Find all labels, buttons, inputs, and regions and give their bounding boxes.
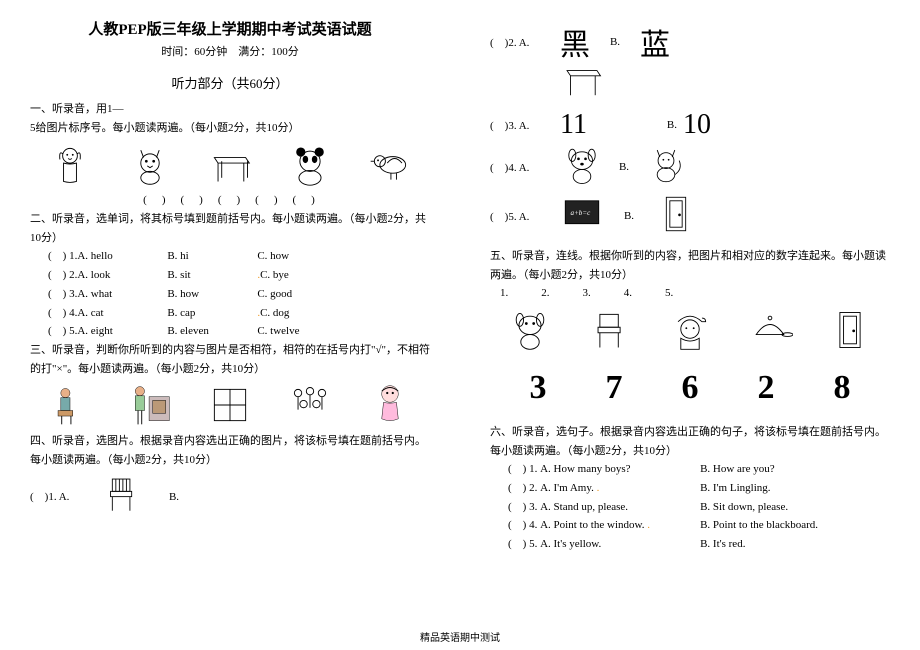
seated-figure-icon	[47, 382, 93, 428]
svg-text:a+b=c: a+b=c	[571, 209, 592, 217]
q3-images	[30, 382, 430, 428]
q4-row-2b	[490, 60, 890, 107]
dog-icon	[507, 307, 553, 353]
page-footer: 精品英语期中测试	[0, 629, 920, 644]
char-black: 黑	[560, 20, 590, 64]
q1-cont: 5给图片标序号。每小题读两遍。（每小题2分，共10分）	[30, 119, 430, 138]
number-10: 10	[683, 109, 711, 141]
q4-row-2: ( )2. A. 黑 B. 蓝	[490, 20, 890, 64]
q2-item-2: ( ) 2.A. lookB. sit.C. bye	[48, 266, 430, 285]
dog-icon	[560, 143, 604, 190]
q2-item-4: ( ) 4.A. catB. cap.C. dog	[48, 304, 430, 323]
question-6: 六、听录音，选句子。根据录音内容选出正确的句子，将该标号填在题前括号内。每小题读…	[490, 423, 890, 554]
q2-item-5: ( ) 5.A. eightB. elevenC. twelve	[48, 322, 430, 341]
q2-lead: 二、听录音，选单词，将其标号填到题前括号内。每小题读两遍。（每小题2分，共10分…	[30, 210, 430, 247]
panda-icon	[287, 141, 333, 187]
q4-row-3: ( )3. A. 11 B. 10	[490, 109, 890, 141]
left-column: 人教PEP版三年级上学期期中考试英语试题 时间：60分钟 满分：100分 听力部…	[0, 0, 460, 650]
door-icon	[654, 192, 698, 239]
q4-row-1: ( )1. A. B.	[30, 472, 430, 523]
exam-page: 人教PEP版三年级上学期期中考试英语试题 时间：60分钟 满分：100分 听力部…	[0, 0, 920, 650]
q5-labels: 1. 2. 3. 4. 5.	[500, 284, 890, 303]
door-icon	[827, 307, 873, 353]
desk-icon	[207, 141, 253, 187]
question-2: 二、听录音，选单词，将其标号填到题前括号内。每小题读两遍。（每小题2分，共10分…	[30, 210, 430, 341]
question-4-lead: 四、听录音，选图片。根据录音内容选出正确的图片，将该标号填在题前括号内。每小题读…	[30, 432, 430, 522]
cap-icon	[747, 307, 793, 353]
q6-item-3: ( ) 3. A. Stand up, please.B. Sit down, …	[508, 498, 890, 517]
q5-lead: 五、听录音，连线。根据你听到的内容，把图片和相对应的数字连起来。每小题读两遍。（…	[490, 247, 890, 284]
q6-lead: 六、听录音，选句子。根据录音内容选出正确的句子，将该标号填在题前括号内。每小题读…	[490, 423, 890, 460]
boy-cap-icon	[667, 307, 713, 353]
q3-lead: 三、听录音，判断你所听到的内容与图片是否相符，相符的在括号内打"√"，不相符的打…	[30, 341, 430, 378]
question-5: 五、听录音，连线。根据你听到的内容，把图片和相对应的数字连起来。每小题读两遍。（…	[490, 247, 890, 417]
char-blue: 蓝	[640, 20, 670, 64]
q5-numbers: 3 7 6 2 8	[500, 359, 880, 417]
cartoon-figure-icon	[367, 382, 413, 428]
page-title: 人教PEP版三年级上学期期中考试英语试题	[30, 18, 430, 39]
q4-lead: 四、听录音，选图片。根据录音内容选出正确的图片，将该标号填在题前括号内。每小题读…	[30, 432, 430, 469]
q2-item-3: ( ) 3.A. whatB. howC. good	[48, 285, 430, 304]
q1-images	[30, 141, 430, 187]
chair-icon	[100, 472, 144, 523]
window-icon	[207, 382, 253, 428]
q6-item-1: ( ) 1. A. How many boys?B. How are you?	[508, 460, 890, 479]
q5-images	[490, 307, 890, 353]
q1-lead: 一、听录音，用1—	[30, 100, 430, 119]
kids-group-icon	[287, 382, 333, 428]
girl-icon	[47, 141, 93, 187]
q6-item-4: ( ) 4. A. Point to the window. .B. Point…	[508, 516, 890, 535]
q4-row-4: ( )4. A. B.	[490, 143, 890, 190]
standing-figure-icon	[127, 382, 173, 428]
number-11: 11	[560, 109, 587, 141]
q6-item-2: ( ) 2. A. I'm Amy. .B. I'm Lingling.	[508, 479, 890, 498]
page-subtitle: 时间：60分钟 满分：100分	[30, 43, 430, 59]
desk-icon	[560, 60, 604, 107]
chair-icon	[587, 307, 633, 353]
question-1: 一、听录音，用1— 5给图片标序号。每小题读两遍。（每小题2分，共10分） ( …	[30, 100, 430, 210]
bird-icon	[367, 141, 413, 187]
question-3: 三、听录音，判断你所听到的内容与图片是否相符，相符的在括号内打"√"，不相符的打…	[30, 341, 430, 428]
q6-item-5: ( ) 5. A. It's yellow.B. It's red.	[508, 535, 890, 554]
q1-blanks: ( ) ( ) ( ) ( ) ( )	[30, 191, 430, 210]
right-column: ( )2. A. 黑 B. 蓝 ( )3. A. 11 B. 10 ( )4. …	[460, 0, 920, 650]
cat-icon	[644, 143, 688, 190]
blackboard-icon: a+b=c	[560, 192, 604, 239]
listening-heading: 听力部分（共60分）	[30, 73, 430, 92]
q4-row-5: ( )5. A. a+b=c B.	[490, 192, 890, 239]
q2-item-1: ( ) 1.A. helloB. hiC. how	[48, 247, 430, 266]
cat-icon	[127, 141, 173, 187]
